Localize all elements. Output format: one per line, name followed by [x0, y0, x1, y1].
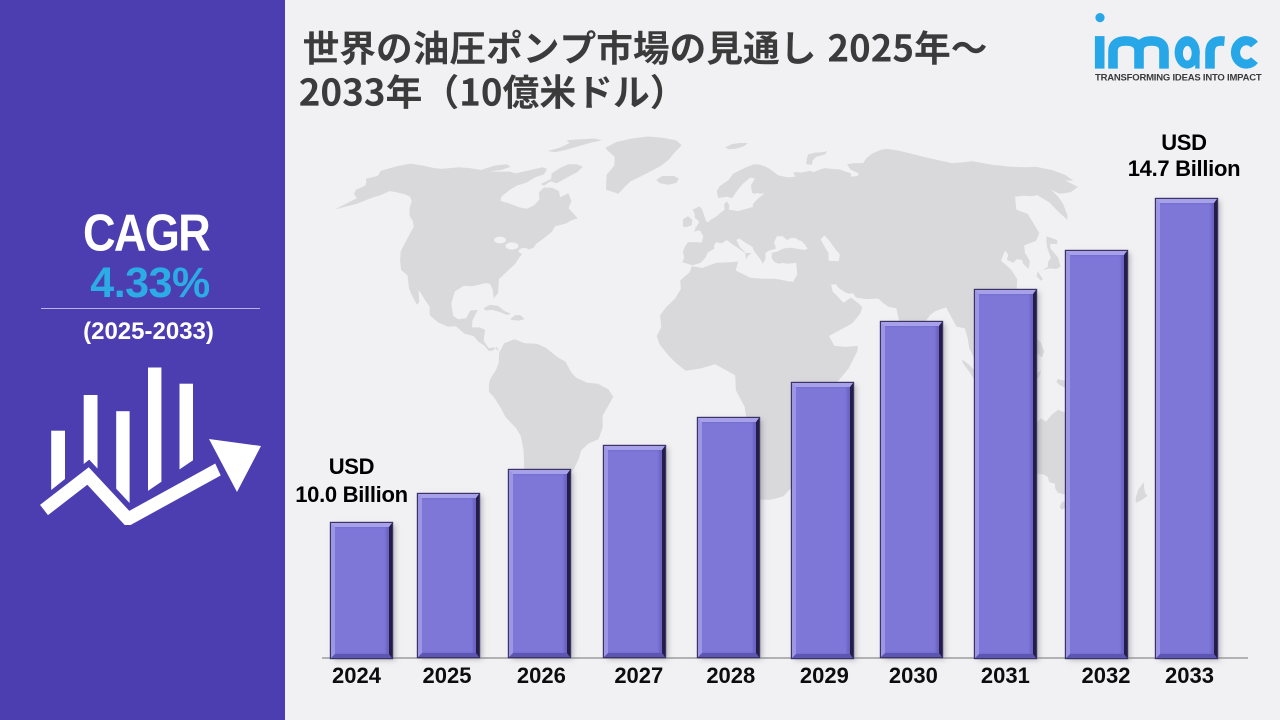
svg-text:TRANSFORMING IDEAS INTO IMPACT: TRANSFORMING IDEAS INTO IMPACT	[1095, 72, 1262, 83]
